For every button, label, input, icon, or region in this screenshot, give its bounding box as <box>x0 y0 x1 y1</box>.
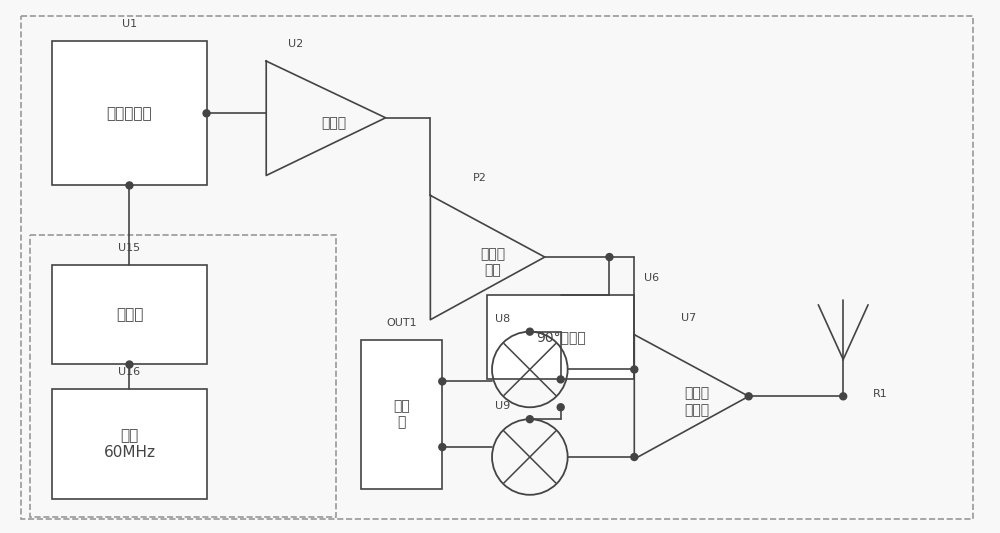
Circle shape <box>526 328 533 335</box>
Circle shape <box>526 416 533 423</box>
Bar <box>30 235 336 516</box>
Bar <box>52 41 207 185</box>
Bar <box>52 389 207 499</box>
Text: 晶振
60MHz: 晶振 60MHz <box>103 428 155 461</box>
Text: 输出
端: 输出 端 <box>393 399 410 429</box>
Text: 功率放
大器: 功率放 大器 <box>480 247 505 278</box>
Circle shape <box>557 404 564 411</box>
Circle shape <box>126 361 133 368</box>
Circle shape <box>631 454 638 461</box>
Text: U15: U15 <box>118 243 141 253</box>
Circle shape <box>126 182 133 189</box>
Text: U16: U16 <box>118 367 141 377</box>
Text: 压控振荡器: 压控振荡器 <box>107 106 152 121</box>
Text: 低噪声
放大器: 低噪声 放大器 <box>684 386 709 417</box>
Circle shape <box>631 366 638 373</box>
Bar <box>361 340 442 489</box>
Text: OUT1: OUT1 <box>386 318 417 328</box>
Text: U1: U1 <box>122 19 137 29</box>
Text: U8: U8 <box>495 314 510 324</box>
Circle shape <box>606 254 613 261</box>
Text: U7: U7 <box>681 313 697 322</box>
Bar <box>487 295 634 379</box>
Bar <box>52 265 207 365</box>
Circle shape <box>439 443 446 450</box>
Text: U9: U9 <box>495 401 510 411</box>
Circle shape <box>439 378 446 385</box>
Circle shape <box>557 376 564 383</box>
Text: 90°移相器: 90°移相器 <box>536 330 586 344</box>
Circle shape <box>745 393 752 400</box>
Text: 锁相环: 锁相环 <box>116 307 143 322</box>
Text: P2: P2 <box>473 173 487 183</box>
Text: U6: U6 <box>644 273 659 283</box>
Text: 倍频器: 倍频器 <box>321 116 346 130</box>
Circle shape <box>203 110 210 117</box>
Text: R1: R1 <box>873 389 888 399</box>
Text: U2: U2 <box>288 39 304 49</box>
Circle shape <box>840 393 847 400</box>
